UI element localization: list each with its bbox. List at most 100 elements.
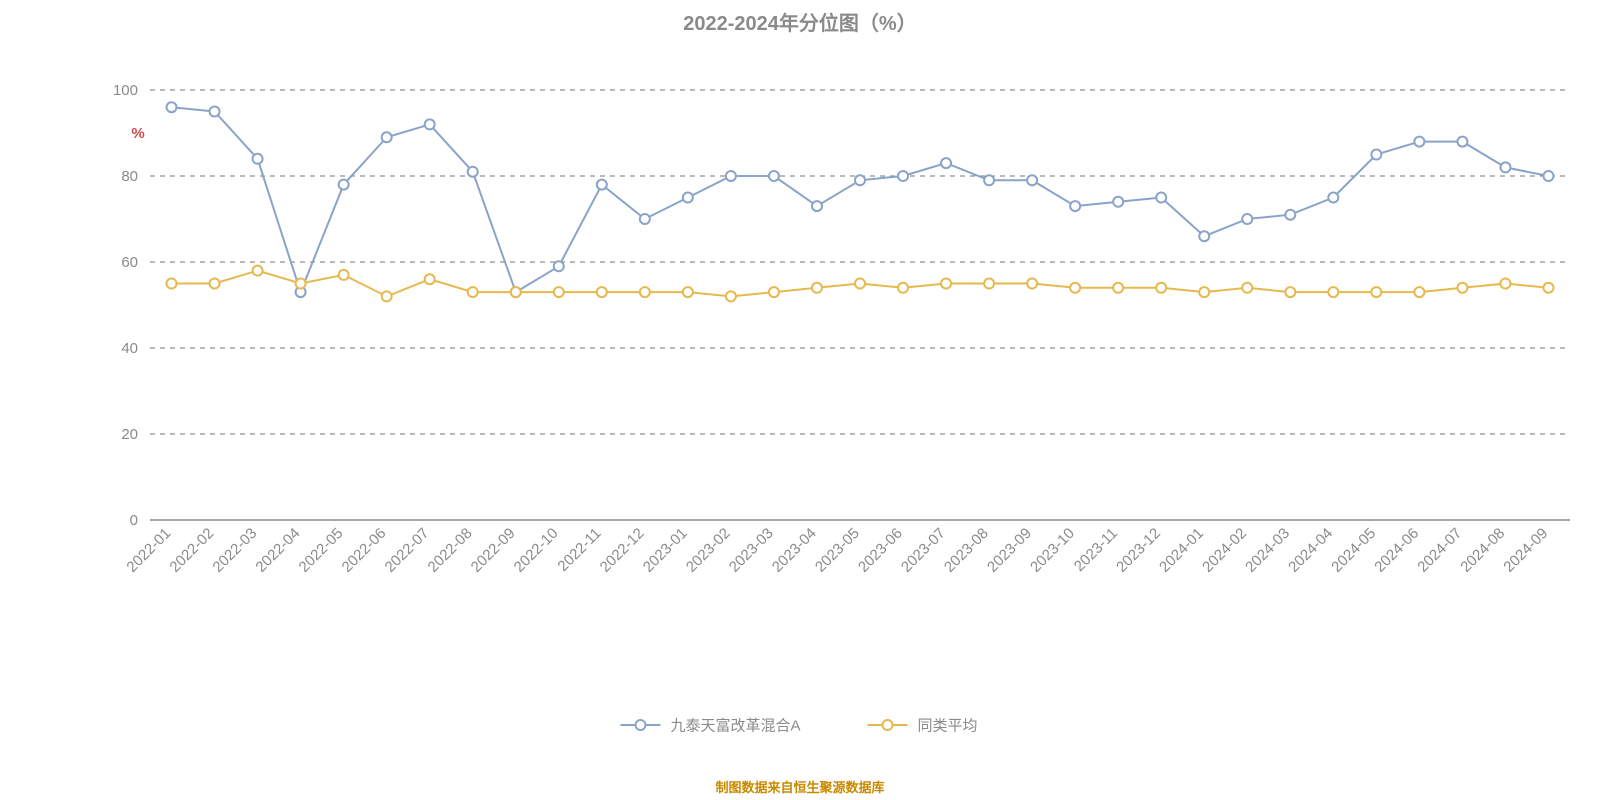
- x-tick-label: 2022-05: [296, 525, 347, 576]
- x-tick-label: 2023-04: [769, 525, 820, 576]
- series-marker-1: [597, 287, 607, 297]
- x-tick-label: 2024-01: [1156, 525, 1207, 576]
- series-marker-0: [1070, 201, 1080, 211]
- series-marker-0: [1414, 137, 1424, 147]
- series-marker-0: [425, 119, 435, 129]
- x-tick-label: 2022-06: [339, 525, 390, 576]
- series-marker-0: [726, 171, 736, 181]
- y-tick-label: 40: [121, 340, 138, 357]
- series-marker-1: [339, 270, 349, 280]
- series-marker-1: [898, 283, 908, 293]
- x-tick-label: 2023-02: [683, 525, 734, 576]
- x-tick-label: 2023-09: [984, 525, 1035, 576]
- series-marker-1: [1457, 283, 1467, 293]
- series-marker-0: [1543, 171, 1553, 181]
- y-tick-label: 60: [121, 254, 138, 271]
- y-tick-label: 100: [113, 82, 138, 99]
- series-marker-1: [726, 291, 736, 301]
- x-tick-label: 2023-12: [1113, 525, 1164, 576]
- x-tick-label: 2022-08: [425, 525, 476, 576]
- y-axis-label: %: [131, 125, 144, 142]
- series-marker-1: [1414, 287, 1424, 297]
- series-marker-1: [640, 287, 650, 297]
- series-marker-1: [1242, 283, 1252, 293]
- x-tick-label: 2022-03: [209, 525, 260, 576]
- series-marker-0: [167, 102, 177, 112]
- series-marker-1: [1199, 287, 1209, 297]
- percentile-chart: 2022-2024年分位图（%）020406080100%2022-012022…: [0, 0, 1600, 800]
- series-marker-0: [210, 107, 220, 117]
- series-marker-1: [554, 287, 564, 297]
- legend-swatch-marker: [636, 720, 646, 730]
- series-marker-0: [683, 193, 693, 203]
- series-marker-1: [1027, 279, 1037, 289]
- legend-label: 九泰天富改革混合A: [671, 716, 801, 734]
- series-marker-0: [554, 261, 564, 271]
- source-note: 制图数据来自恒生聚源数据库: [715, 780, 884, 795]
- series-marker-0: [984, 175, 994, 185]
- series-marker-1: [1371, 287, 1381, 297]
- series-marker-0: [855, 175, 865, 185]
- series-marker-0: [769, 171, 779, 181]
- series-marker-1: [468, 287, 478, 297]
- series-marker-1: [1500, 279, 1510, 289]
- series-marker-0: [339, 180, 349, 190]
- series-marker-1: [167, 279, 177, 289]
- series-marker-0: [640, 214, 650, 224]
- x-tick-label: 2023-11: [1071, 525, 1121, 575]
- series-marker-0: [1156, 193, 1166, 203]
- series-marker-1: [683, 287, 693, 297]
- series-marker-0: [597, 180, 607, 190]
- series-marker-0: [1457, 137, 1467, 147]
- series-marker-0: [1328, 193, 1338, 203]
- series-marker-0: [1242, 214, 1252, 224]
- series-marker-1: [1285, 287, 1295, 297]
- series-marker-0: [253, 154, 263, 164]
- x-tick-label: 2024-06: [1371, 525, 1422, 576]
- x-tick-label: 2022-02: [166, 525, 217, 576]
- series-marker-1: [296, 279, 306, 289]
- series-marker-0: [382, 132, 392, 142]
- series-marker-1: [855, 279, 865, 289]
- x-tick-label: 2022-07: [382, 525, 433, 576]
- x-tick-label: 2023-07: [898, 525, 949, 576]
- x-tick-label: 2024-07: [1414, 525, 1465, 576]
- series-marker-0: [1371, 150, 1381, 160]
- series-marker-0: [468, 167, 478, 177]
- x-tick-label: 2023-10: [1027, 525, 1078, 576]
- y-tick-label: 20: [121, 426, 138, 443]
- series-marker-1: [1328, 287, 1338, 297]
- x-tick-label: 2022-10: [511, 525, 562, 576]
- x-tick-label: 2024-02: [1199, 525, 1250, 576]
- x-tick-label: 2023-01: [640, 525, 691, 576]
- legend-label: 同类平均: [918, 717, 978, 734]
- x-tick-label: 2023-06: [855, 525, 906, 576]
- series-marker-0: [1113, 197, 1123, 207]
- y-tick-label: 80: [121, 168, 138, 185]
- series-marker-1: [984, 279, 994, 289]
- series-marker-0: [1027, 175, 1037, 185]
- series-marker-1: [812, 283, 822, 293]
- x-tick-label: 2022-11: [554, 525, 604, 575]
- series-marker-1: [1156, 283, 1166, 293]
- series-marker-1: [425, 274, 435, 284]
- y-tick-label: 0: [130, 512, 138, 529]
- x-tick-label: 2024-03: [1242, 525, 1293, 576]
- x-tick-label: 2024-04: [1285, 525, 1336, 576]
- series-marker-1: [1113, 283, 1123, 293]
- series-marker-1: [941, 279, 951, 289]
- series-line-0: [172, 107, 1549, 292]
- x-tick-label: 2024-09: [1500, 525, 1551, 576]
- series-marker-1: [1543, 283, 1553, 293]
- series-marker-0: [941, 158, 951, 168]
- x-tick-label: 2024-08: [1457, 525, 1508, 576]
- series-marker-1: [382, 291, 392, 301]
- series-marker-1: [253, 266, 263, 276]
- series-marker-1: [769, 287, 779, 297]
- chart-title: 2022-2024年分位图（%）: [683, 11, 916, 35]
- chart-svg: 2022-2024年分位图（%）020406080100%2022-012022…: [0, 0, 1600, 800]
- x-tick-label: 2023-08: [941, 525, 992, 576]
- x-tick-label: 2022-12: [597, 525, 648, 576]
- x-tick-label: 2023-03: [726, 525, 777, 576]
- series-marker-0: [1199, 231, 1209, 241]
